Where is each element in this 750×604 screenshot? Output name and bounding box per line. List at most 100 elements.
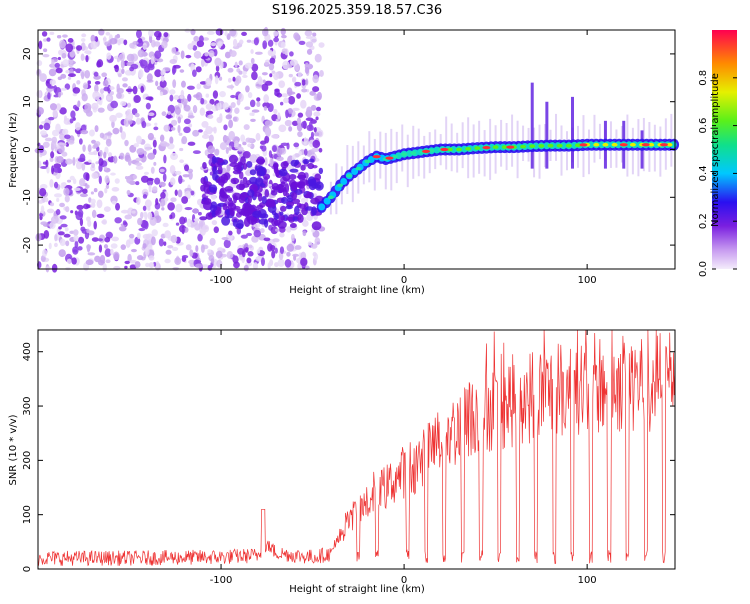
noise-blob [200, 58, 205, 68]
noise-blob [99, 132, 105, 139]
noise-blob [195, 263, 203, 269]
noise-blob [152, 139, 157, 148]
noise-blob [235, 223, 244, 229]
ridge-mid [587, 141, 595, 149]
noise-blob [225, 114, 233, 120]
spectrogram-xtick-label: 100 [578, 275, 597, 286]
noise-blob [42, 249, 48, 257]
noise-blob [177, 116, 182, 124]
noise-blob [85, 110, 93, 117]
noise-blob [170, 127, 176, 131]
noise-blob [55, 208, 61, 216]
noise-blob [297, 71, 302, 78]
noise-blob [50, 151, 55, 159]
noise-blob [94, 125, 99, 133]
noise-blob [223, 239, 231, 249]
noise-blob [102, 79, 109, 87]
ridge-mid [515, 143, 523, 151]
noise-blob [162, 222, 169, 228]
ridge-peak [385, 156, 394, 160]
noise-blob [82, 144, 86, 152]
noise-blob [236, 208, 247, 214]
noise-blob [43, 48, 48, 53]
noise-blob [64, 83, 71, 90]
noise-blob [272, 30, 279, 37]
noise-blob [126, 189, 131, 196]
noise-blob [53, 181, 59, 189]
noise-blob [260, 213, 269, 219]
noise-blob [63, 115, 68, 122]
noise-blob [175, 203, 183, 213]
noise-blob [80, 71, 85, 80]
ridge-inner [529, 144, 536, 148]
noise-blob [205, 77, 212, 87]
noise-blob [292, 120, 299, 127]
noise-blob [226, 85, 235, 89]
noise-blob [264, 61, 269, 66]
snr-line [37, 329, 676, 567]
noise-blob [68, 59, 74, 65]
noise-blob [38, 199, 44, 204]
noise-blob [126, 102, 132, 108]
noise-blob [272, 145, 278, 152]
noise-blob [112, 251, 120, 261]
noise-blob [274, 247, 278, 254]
noise-blob [310, 104, 317, 111]
noise-blob [154, 177, 161, 185]
noise-blob [173, 64, 181, 69]
noise-blob [241, 31, 247, 36]
noise-blob [161, 207, 165, 211]
noise-blob [212, 90, 219, 99]
noise-blob [307, 162, 315, 170]
noise-blob [115, 112, 123, 118]
ridge-mid [323, 197, 331, 205]
snr-ytick-label: 300 [22, 396, 33, 415]
noise-blob [145, 262, 150, 268]
noise-blob [53, 242, 58, 248]
noise-blob [119, 126, 123, 133]
noise-blob [205, 110, 214, 115]
noise-blob [302, 216, 307, 225]
noise-blob [43, 38, 48, 42]
noise-blob [135, 117, 141, 125]
noise-blob [143, 171, 150, 175]
noise-blob [217, 165, 223, 175]
noise-blob [51, 59, 55, 67]
noise-blob [202, 37, 210, 41]
noise-blob [48, 68, 57, 77]
noise-blob [96, 60, 102, 68]
colorbar-tick-label: 0.8 [698, 70, 709, 86]
noise-blob [216, 41, 223, 47]
noise-blob [133, 143, 139, 148]
noise-blob [237, 161, 243, 168]
noise-blob [250, 118, 256, 123]
noise-blob [136, 148, 145, 155]
noise-blob [221, 167, 227, 174]
noise-blob [97, 190, 104, 198]
noise-blob [279, 101, 284, 106]
noise-blob [72, 229, 79, 236]
noise-blob [155, 261, 160, 269]
noise-blob [199, 107, 206, 116]
noise-blob [146, 73, 153, 82]
noise-blob [208, 134, 214, 143]
ridge-inner [492, 145, 499, 149]
noise-blob [286, 142, 290, 150]
noise-blob [214, 57, 222, 67]
noise-blob [247, 92, 253, 99]
noise-blob [297, 131, 303, 138]
noise-blob [87, 144, 92, 153]
noise-blob [35, 233, 42, 242]
noise-blob [39, 73, 47, 82]
noise-blob [296, 122, 303, 132]
noise-blob [288, 126, 293, 132]
ridge-inner [428, 148, 435, 153]
noise-blob [244, 62, 253, 69]
noise-blob [105, 184, 110, 190]
noise-blob [262, 40, 268, 50]
noise-blob [154, 122, 158, 126]
noise-blob [290, 233, 295, 242]
noise-blob [314, 173, 322, 181]
noise-blob [142, 42, 147, 50]
